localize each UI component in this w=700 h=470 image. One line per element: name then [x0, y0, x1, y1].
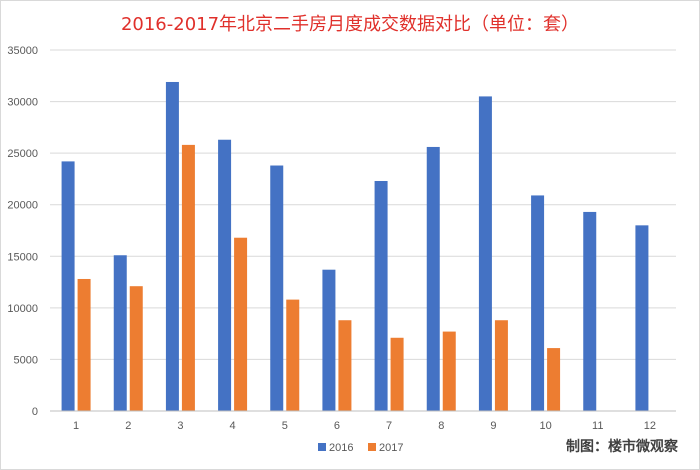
y-tick-label: 20000 — [7, 200, 38, 212]
x-tick-label: 1 — [73, 420, 79, 432]
bar-2016-2 — [113, 255, 127, 411]
bar-2016-1 — [61, 161, 75, 411]
bar-2017-2 — [129, 286, 143, 411]
bar-2016-3 — [165, 81, 179, 411]
bar-2017-9 — [494, 320, 508, 411]
legend-label-2016: 2016 — [329, 442, 353, 454]
bar-2017-1 — [77, 278, 91, 411]
x-tick-label: 2 — [125, 420, 131, 432]
bar-2016-7 — [374, 180, 388, 411]
bar-2016-6 — [322, 269, 336, 411]
bar-2016-10 — [531, 195, 545, 411]
bar-2017-7 — [390, 337, 404, 411]
y-tick-label: 5000 — [14, 354, 38, 366]
bar-2017-10 — [547, 348, 561, 411]
x-tick-label: 7 — [386, 420, 392, 432]
x-tick-label: 8 — [438, 420, 444, 432]
bar-2017-3 — [181, 144, 195, 412]
x-tick-label: 4 — [230, 420, 236, 432]
y-tick-label: 25000 — [7, 148, 38, 160]
legend: 2016 2017 — [318, 442, 403, 454]
bars — [61, 81, 649, 412]
legend-label-2017: 2017 — [379, 442, 403, 454]
y-tick-label: 10000 — [7, 303, 38, 315]
chart-credit: 制图：楼市微观察 — [566, 439, 678, 455]
bar-2017-5 — [286, 299, 300, 411]
legend-swatch-2017 — [368, 443, 376, 451]
x-tick-label: 10 — [539, 420, 551, 432]
bar-2016-9 — [478, 96, 492, 412]
bar-2016-8 — [426, 146, 440, 411]
legend-swatch-2016 — [318, 443, 326, 451]
gridlines — [50, 49, 676, 412]
x-tick-label: 9 — [490, 420, 496, 432]
y-tick-label: 15000 — [7, 251, 38, 263]
y-tick-label: 30000 — [7, 97, 38, 109]
x-tick-label: 3 — [177, 420, 183, 432]
x-tick-label: 12 — [644, 420, 656, 432]
x-tick-label: 11 — [592, 420, 603, 432]
bar-2017-6 — [338, 320, 352, 411]
bar-2017-4 — [234, 237, 248, 411]
x-tick-label: 5 — [282, 420, 288, 432]
x-tick-label: 6 — [334, 420, 340, 432]
bar-2016-5 — [270, 165, 284, 411]
bar-2016-11 — [583, 211, 597, 411]
y-tick-label: 0 — [32, 406, 38, 418]
bar-2016-12 — [635, 225, 649, 411]
chart-title: 2016-2017年北京二手房月度成交数据对比（单位：套） — [120, 14, 580, 35]
y-tick-label: 35000 — [7, 45, 38, 57]
bar-2017-8 — [442, 331, 456, 411]
bar-2016-4 — [218, 139, 232, 411]
